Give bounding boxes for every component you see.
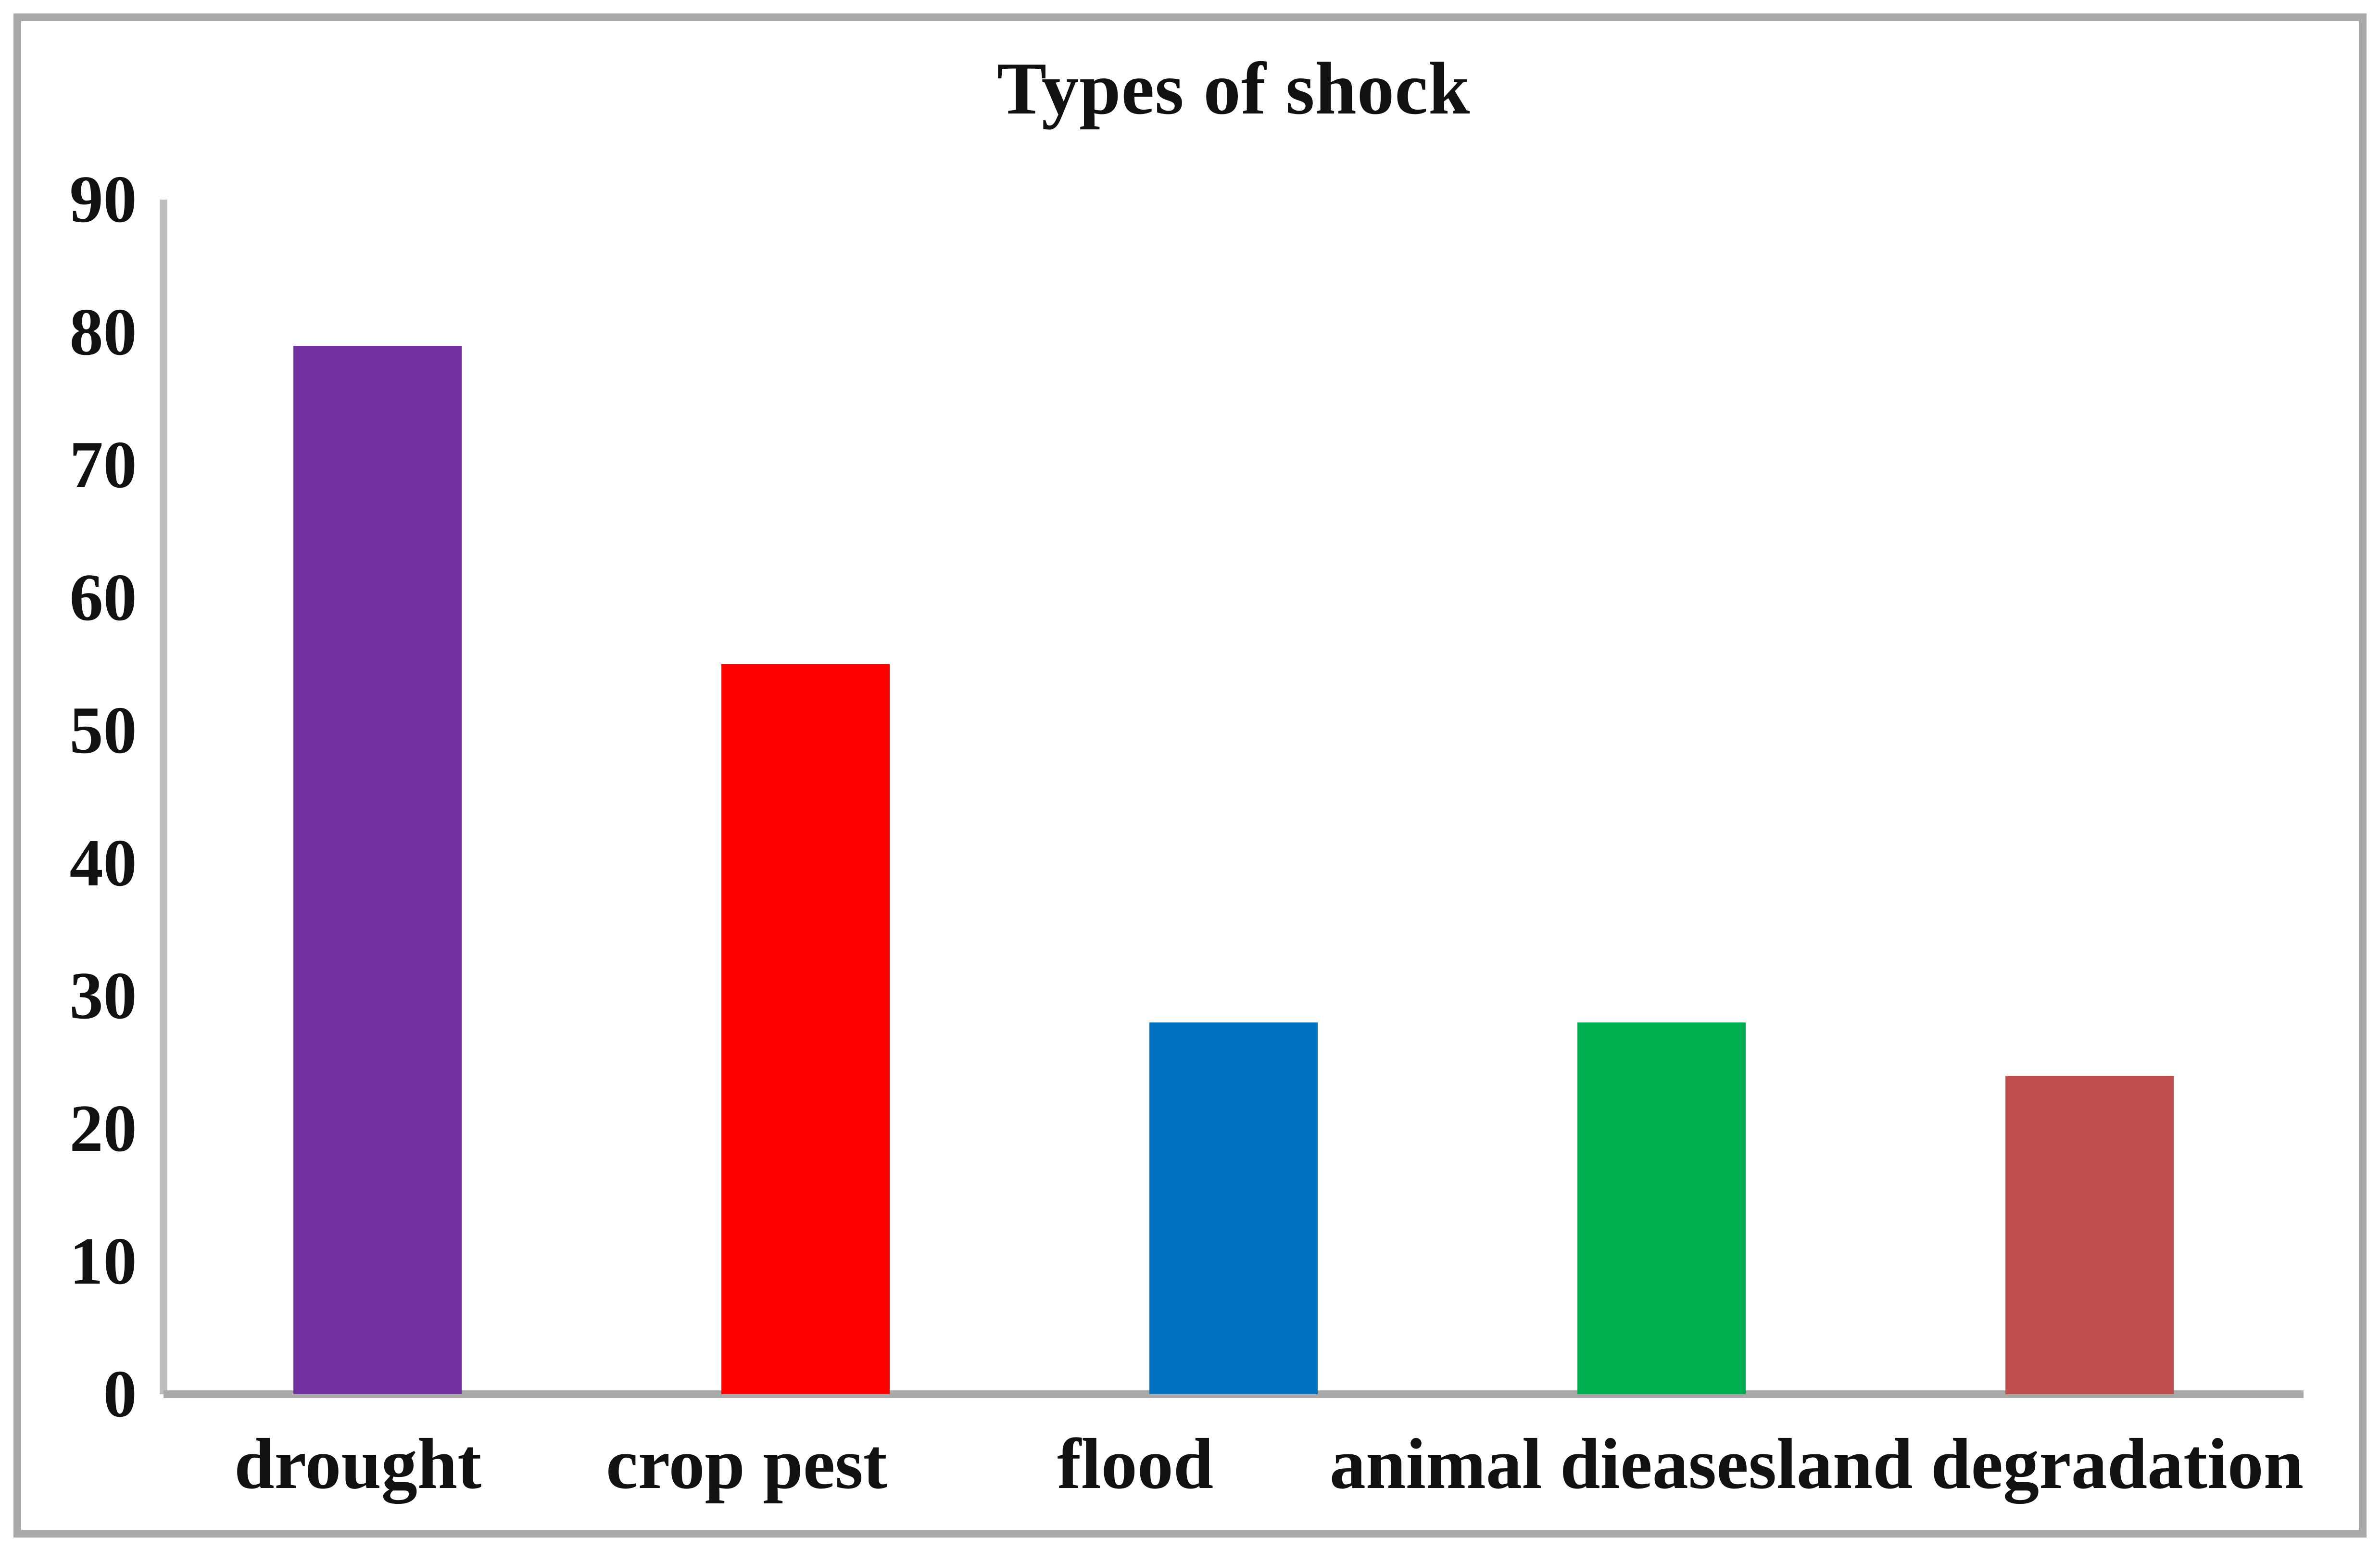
bar-flood	[1149, 1022, 1318, 1394]
y-axis-line	[159, 200, 167, 1394]
y-tick-label: 30	[69, 958, 137, 1033]
x-category-label: drought	[234, 1424, 482, 1504]
x-category-label: crop pest	[606, 1424, 887, 1504]
y-tick-label: 50	[69, 693, 137, 768]
bar-slot	[1448, 200, 1876, 1394]
bar-drought	[293, 345, 462, 1394]
x-category-label: flood	[1057, 1424, 1214, 1504]
y-tick-label: 0	[103, 1356, 137, 1431]
y-tick-label: 80	[69, 295, 137, 370]
chart-title: Types of shock	[996, 47, 1471, 130]
bar-animal-dieases	[1577, 1022, 1746, 1394]
y-tick-label: 90	[69, 162, 137, 237]
bar-slot	[1876, 200, 2304, 1394]
x-category-label: animal dieases	[1329, 1424, 1777, 1504]
x-axis-labels: drought crop pest flood animal dieases land …	[164, 1421, 2304, 1507]
y-tick-label: 10	[69, 1223, 137, 1299]
y-tick-label: 20	[69, 1091, 137, 1166]
bar-slot	[1020, 200, 1448, 1394]
x-category-label: land degradation	[1776, 1424, 2304, 1504]
bar-slot	[164, 200, 592, 1394]
bar-crop-pest	[721, 664, 890, 1394]
bar-land-degradation	[2005, 1075, 2174, 1394]
y-tick-label: 40	[69, 825, 137, 900]
bar-slot	[592, 200, 1020, 1394]
y-tick-label: 60	[69, 560, 137, 635]
x-axis-line	[163, 1390, 2304, 1398]
plot-area	[164, 200, 2304, 1394]
y-tick-label: 70	[69, 428, 137, 503]
